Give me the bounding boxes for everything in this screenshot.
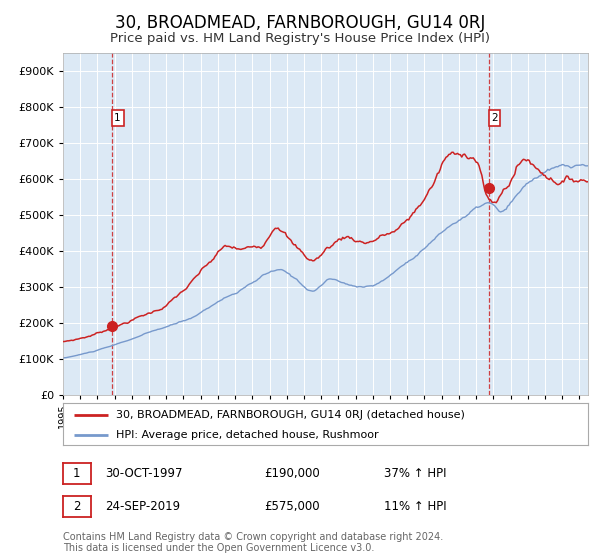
Text: 24-SEP-2019: 24-SEP-2019 xyxy=(106,500,181,514)
Text: £575,000: £575,000 xyxy=(264,500,320,514)
Text: 1: 1 xyxy=(114,113,121,123)
Text: £190,000: £190,000 xyxy=(264,466,320,480)
Text: HPI: Average price, detached house, Rushmoor: HPI: Average price, detached house, Rush… xyxy=(115,430,378,440)
Text: 30-OCT-1997: 30-OCT-1997 xyxy=(106,466,183,480)
Text: Contains HM Land Registry data © Crown copyright and database right 2024.
This d: Contains HM Land Registry data © Crown c… xyxy=(63,531,443,553)
Text: 11% ↑ HPI: 11% ↑ HPI xyxy=(384,500,446,514)
Text: 37% ↑ HPI: 37% ↑ HPI xyxy=(384,466,446,480)
Text: 1: 1 xyxy=(73,466,80,480)
Text: 2: 2 xyxy=(73,500,80,514)
Text: Price paid vs. HM Land Registry's House Price Index (HPI): Price paid vs. HM Land Registry's House … xyxy=(110,32,490,45)
Text: 2: 2 xyxy=(491,113,498,123)
Text: 30, BROADMEAD, FARNBOROUGH, GU14 0RJ: 30, BROADMEAD, FARNBOROUGH, GU14 0RJ xyxy=(115,14,485,32)
Text: 30, BROADMEAD, FARNBOROUGH, GU14 0RJ (detached house): 30, BROADMEAD, FARNBOROUGH, GU14 0RJ (de… xyxy=(115,410,464,420)
